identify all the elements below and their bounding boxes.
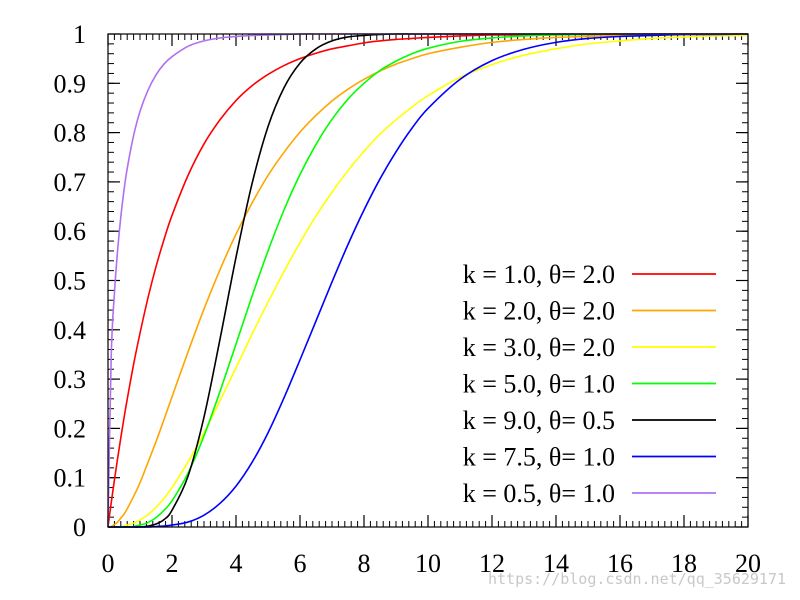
legend-label-4: k = 5.0, θ= 1.0 (463, 370, 615, 399)
x-tick-label: 8 (358, 549, 371, 578)
x-tick-label: 18 (671, 549, 697, 578)
y-tick-labels: 0 0.1 0.2 0.3 0.4 0.5 0.6 0.7 0.8 0.9 1 (54, 20, 87, 542)
legend: k = 1.0, θ= 2.0 k = 2.0, θ= 2.0 k = 3.0, θ… (463, 260, 716, 508)
x-tick-label: 6 (294, 549, 307, 578)
legend-label-1: k = 1.0, θ= 2.0 (463, 260, 615, 289)
legend-label-6: k = 7.5, θ= 1.0 (463, 443, 615, 472)
y-tick-label: 0.9 (54, 69, 87, 98)
x-tick-label: 20 (735, 549, 761, 578)
series-line-3 (108, 34, 749, 528)
y-tick-label: 0.1 (54, 464, 87, 493)
y-tick-label: 0.3 (54, 365, 87, 394)
y-tick-label: 1 (73, 20, 86, 49)
y-tick-label: 0.7 (54, 168, 87, 197)
series-line-2 (107, 33, 749, 528)
legend-label-3: k = 3.0, θ= 2.0 (463, 333, 615, 362)
y-tick-label: 0.4 (54, 316, 87, 345)
x-tick-label: 14 (543, 549, 569, 578)
series-lines (107, 33, 749, 528)
plot-frame (107, 33, 749, 528)
legend-label-7: k = 0.5, θ= 1.0 (463, 479, 615, 508)
y-tick-label: 0.6 (54, 217, 87, 246)
x-tick-label: 2 (166, 549, 179, 578)
legend-label-2: k = 2.0, θ= 2.0 (463, 297, 615, 326)
y-tick-label: 0.2 (54, 414, 87, 443)
x-tick-label: 16 (607, 549, 633, 578)
x-tick-label: 12 (479, 549, 505, 578)
y-tick-label: 0.8 (54, 119, 87, 148)
x-tick-label: 10 (415, 549, 441, 578)
x-tick-labels: 0 2 4 6 8 10 12 14 16 18 20 (102, 549, 762, 578)
y-tick-label: 0 (73, 513, 86, 542)
legend-label-5: k = 9.0, θ= 0.5 (463, 406, 615, 435)
series-line-6 (108, 33, 749, 528)
watermark-text: https://blog.csdn.net/qq_35629171 (488, 570, 786, 588)
x-tick-label: 0 (102, 549, 115, 578)
y-tick-label: 0.5 (54, 267, 87, 296)
x-tick-label: 4 (230, 549, 243, 578)
